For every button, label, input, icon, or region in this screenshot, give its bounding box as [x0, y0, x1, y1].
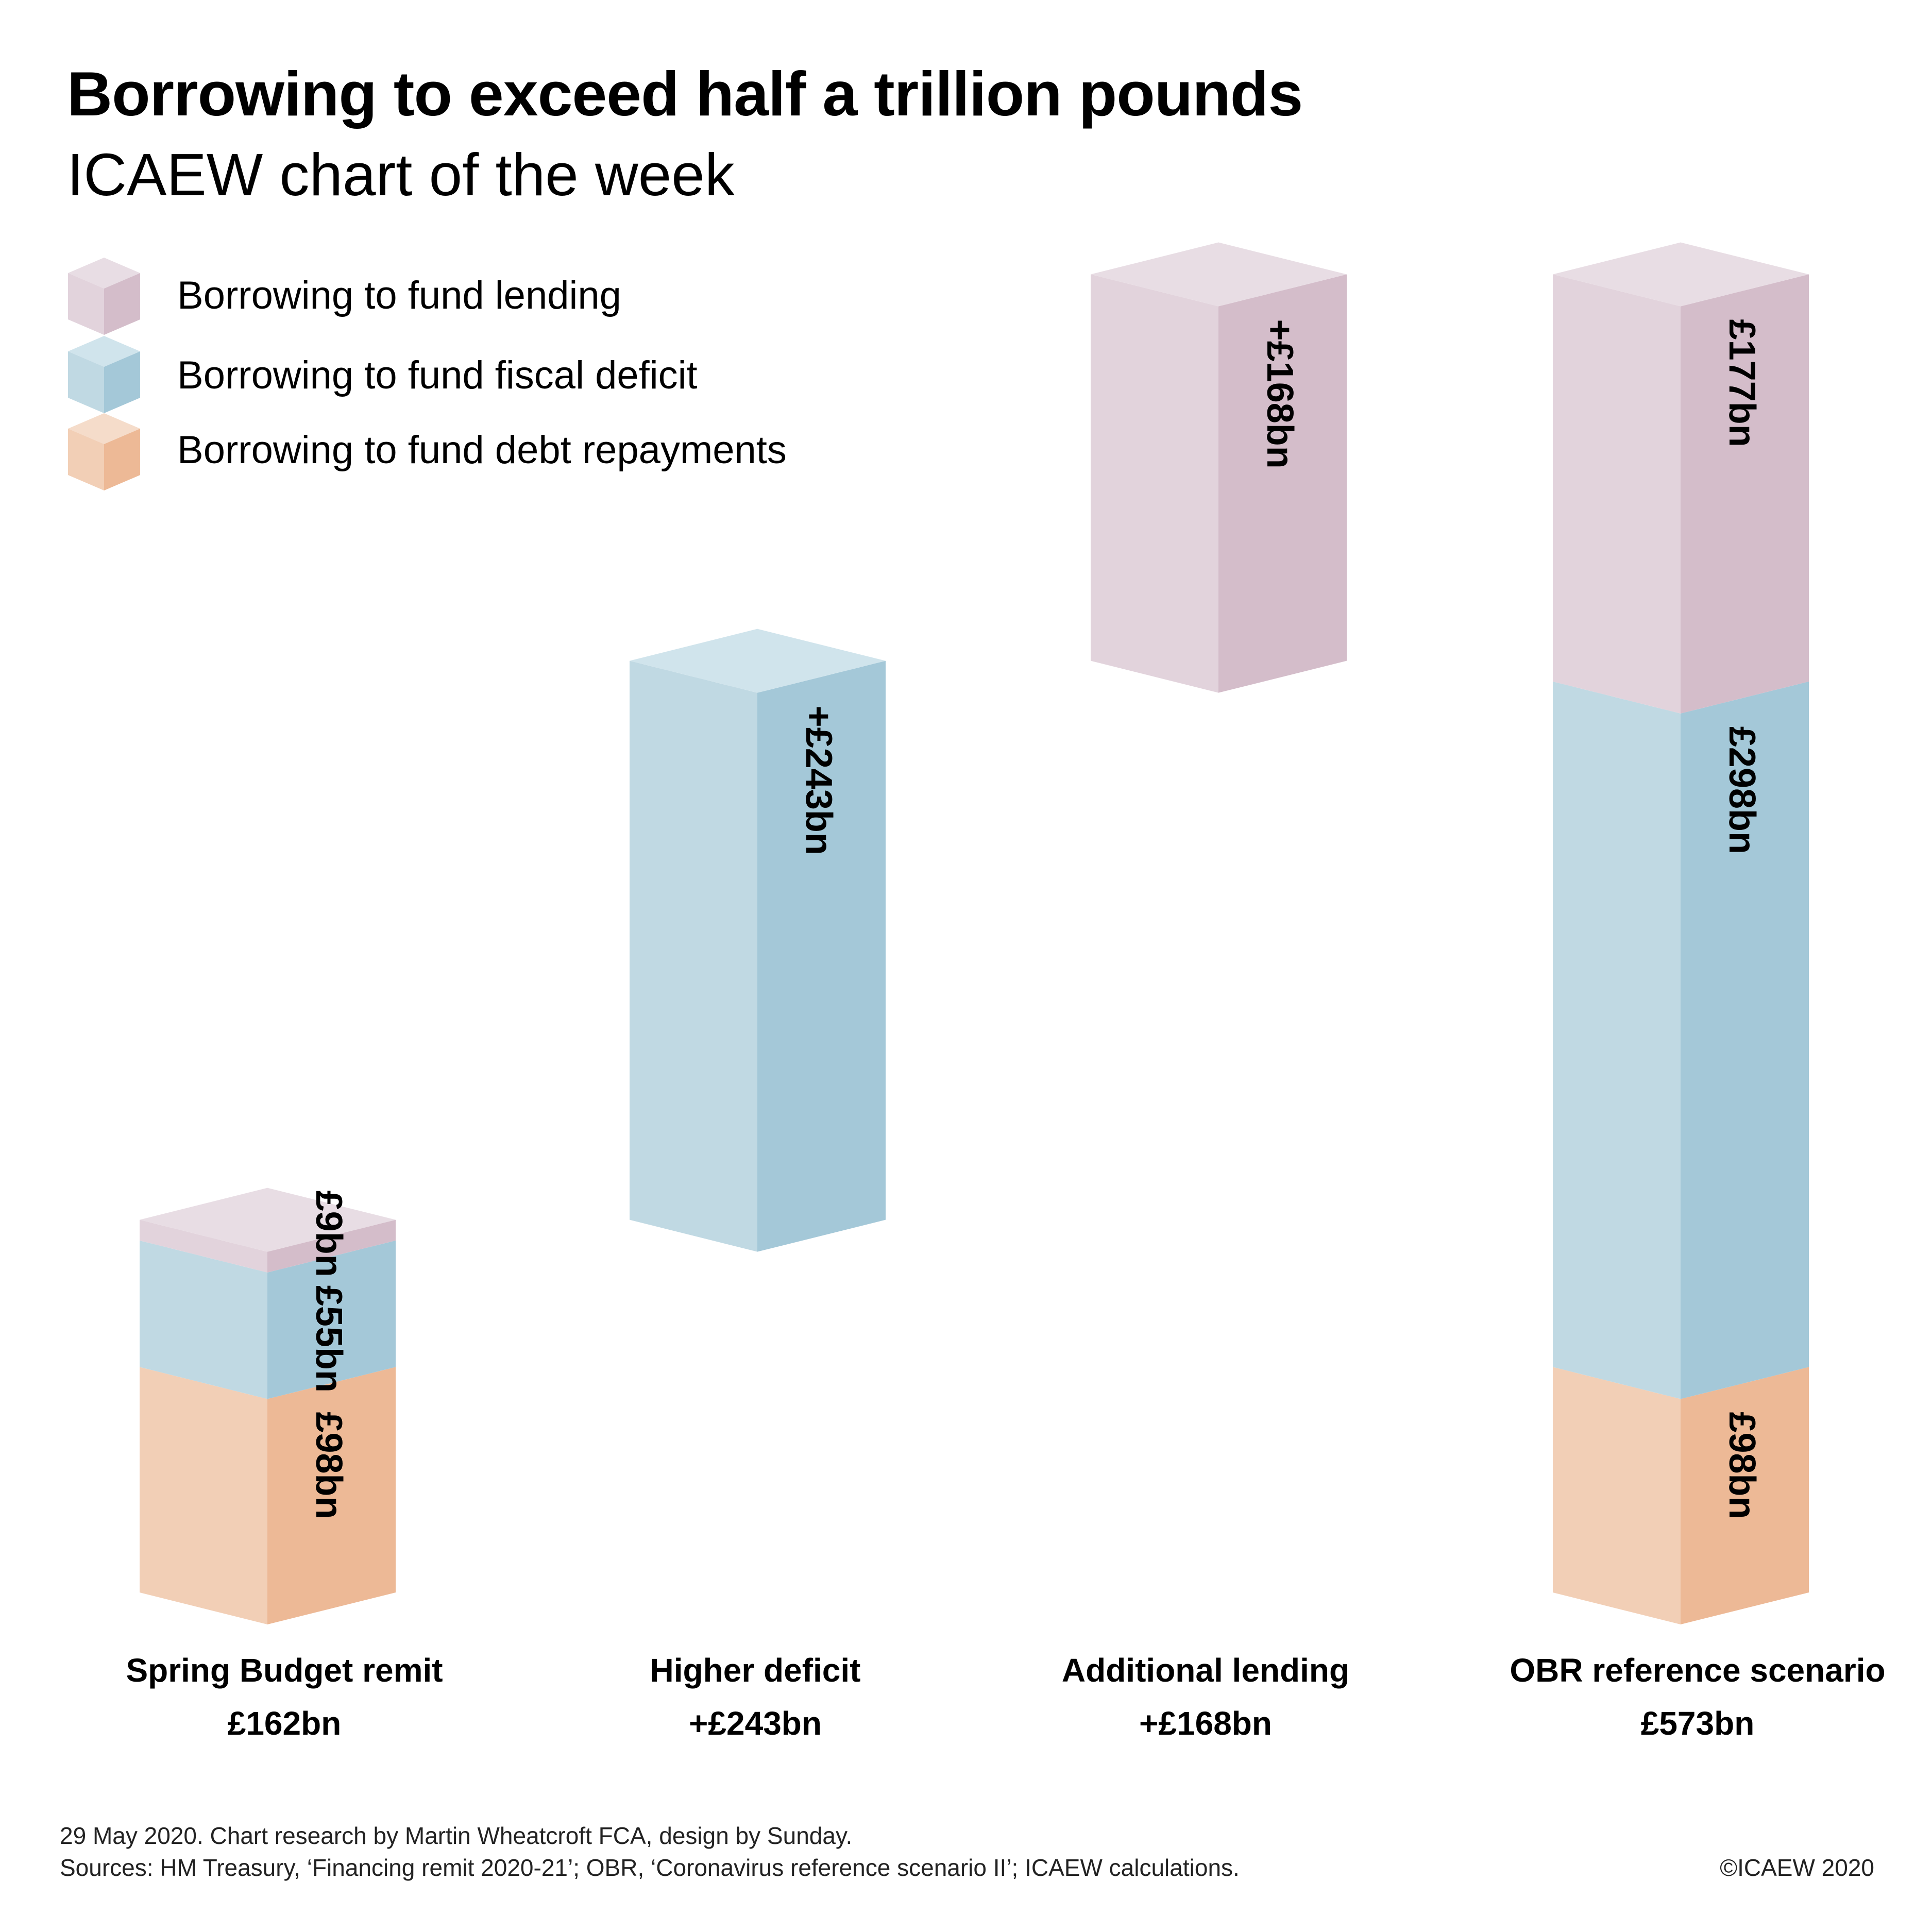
- category-label: Additional lending: [1061, 1652, 1350, 1689]
- legend-label-lending: Borrowing to fund lending: [177, 274, 621, 317]
- bar-segment-front-left: [1091, 274, 1218, 693]
- category-total: £162bn: [227, 1705, 342, 1742]
- legend-cube-lending-icon: [68, 258, 140, 335]
- bar-top-face: [1091, 242, 1347, 307]
- bar-top-face: [1553, 242, 1809, 307]
- bar-segment-front-right: [267, 1240, 396, 1399]
- category-total: £573bn: [1640, 1705, 1755, 1742]
- segment-value-label: £298bn: [1721, 726, 1762, 854]
- bar-segment-front-right: [1681, 274, 1809, 714]
- segment-value-label: +£243bn: [798, 706, 839, 855]
- category-label: Higher deficit: [650, 1652, 861, 1689]
- bar-segment-front-right: [757, 660, 886, 1252]
- segment-value-label: £177bn: [1721, 319, 1762, 447]
- legend-label-debt: Borrowing to fund debt repayments: [177, 428, 787, 472]
- bar-segment-front-left: [140, 1367, 267, 1624]
- segment-value-label: £9bn: [308, 1191, 349, 1277]
- chart-title: Borrowing to exceed half a trillion poun…: [67, 59, 1303, 129]
- bar-segment-front-left: [1553, 681, 1681, 1399]
- bar-segment-front-left: [140, 1240, 267, 1399]
- bar-segment-front-right: [1681, 681, 1809, 1399]
- bar-segment-front-left: [140, 1219, 267, 1273]
- chart-subtitle: ICAEW chart of the week: [67, 141, 735, 208]
- bar-top-face: [630, 629, 886, 693]
- footer-sources: Sources: HM Treasury, ‘Financing remit 2…: [60, 1854, 1240, 1881]
- bar-top-face: [140, 1188, 396, 1252]
- category-label: Spring Budget remit: [126, 1652, 443, 1689]
- bar-segment-front-right: [267, 1219, 396, 1273]
- category-total: +£243bn: [689, 1705, 822, 1742]
- bar-segment-front-left: [630, 660, 757, 1252]
- footer-credits: 29 May 2020. Chart research by Martin Wh…: [60, 1822, 853, 1849]
- bar-segment-front-right: [1218, 274, 1347, 693]
- segment-value-label: £98bn: [1721, 1412, 1762, 1519]
- legend-cube-debt-icon: [68, 413, 140, 490]
- category-total: +£168bn: [1139, 1705, 1272, 1742]
- footer-copyright: ©ICAEW 2020: [1720, 1854, 1874, 1881]
- category-label: OBR reference scenario: [1510, 1652, 1886, 1689]
- bar-segment-front-right: [267, 1367, 396, 1624]
- segment-value-label: £98bn: [308, 1412, 349, 1519]
- segment-value-label: £55bn: [308, 1285, 349, 1393]
- bar-segment-front-left: [1553, 1367, 1681, 1624]
- bar-segment-front-left: [1553, 274, 1681, 714]
- legend-label-fiscal: Borrowing to fund fiscal deficit: [177, 353, 698, 397]
- bar-segment-front-right: [1681, 1367, 1809, 1624]
- segment-value-label: +£168bn: [1259, 319, 1300, 469]
- legend-cube-fiscal-icon: [68, 336, 140, 413]
